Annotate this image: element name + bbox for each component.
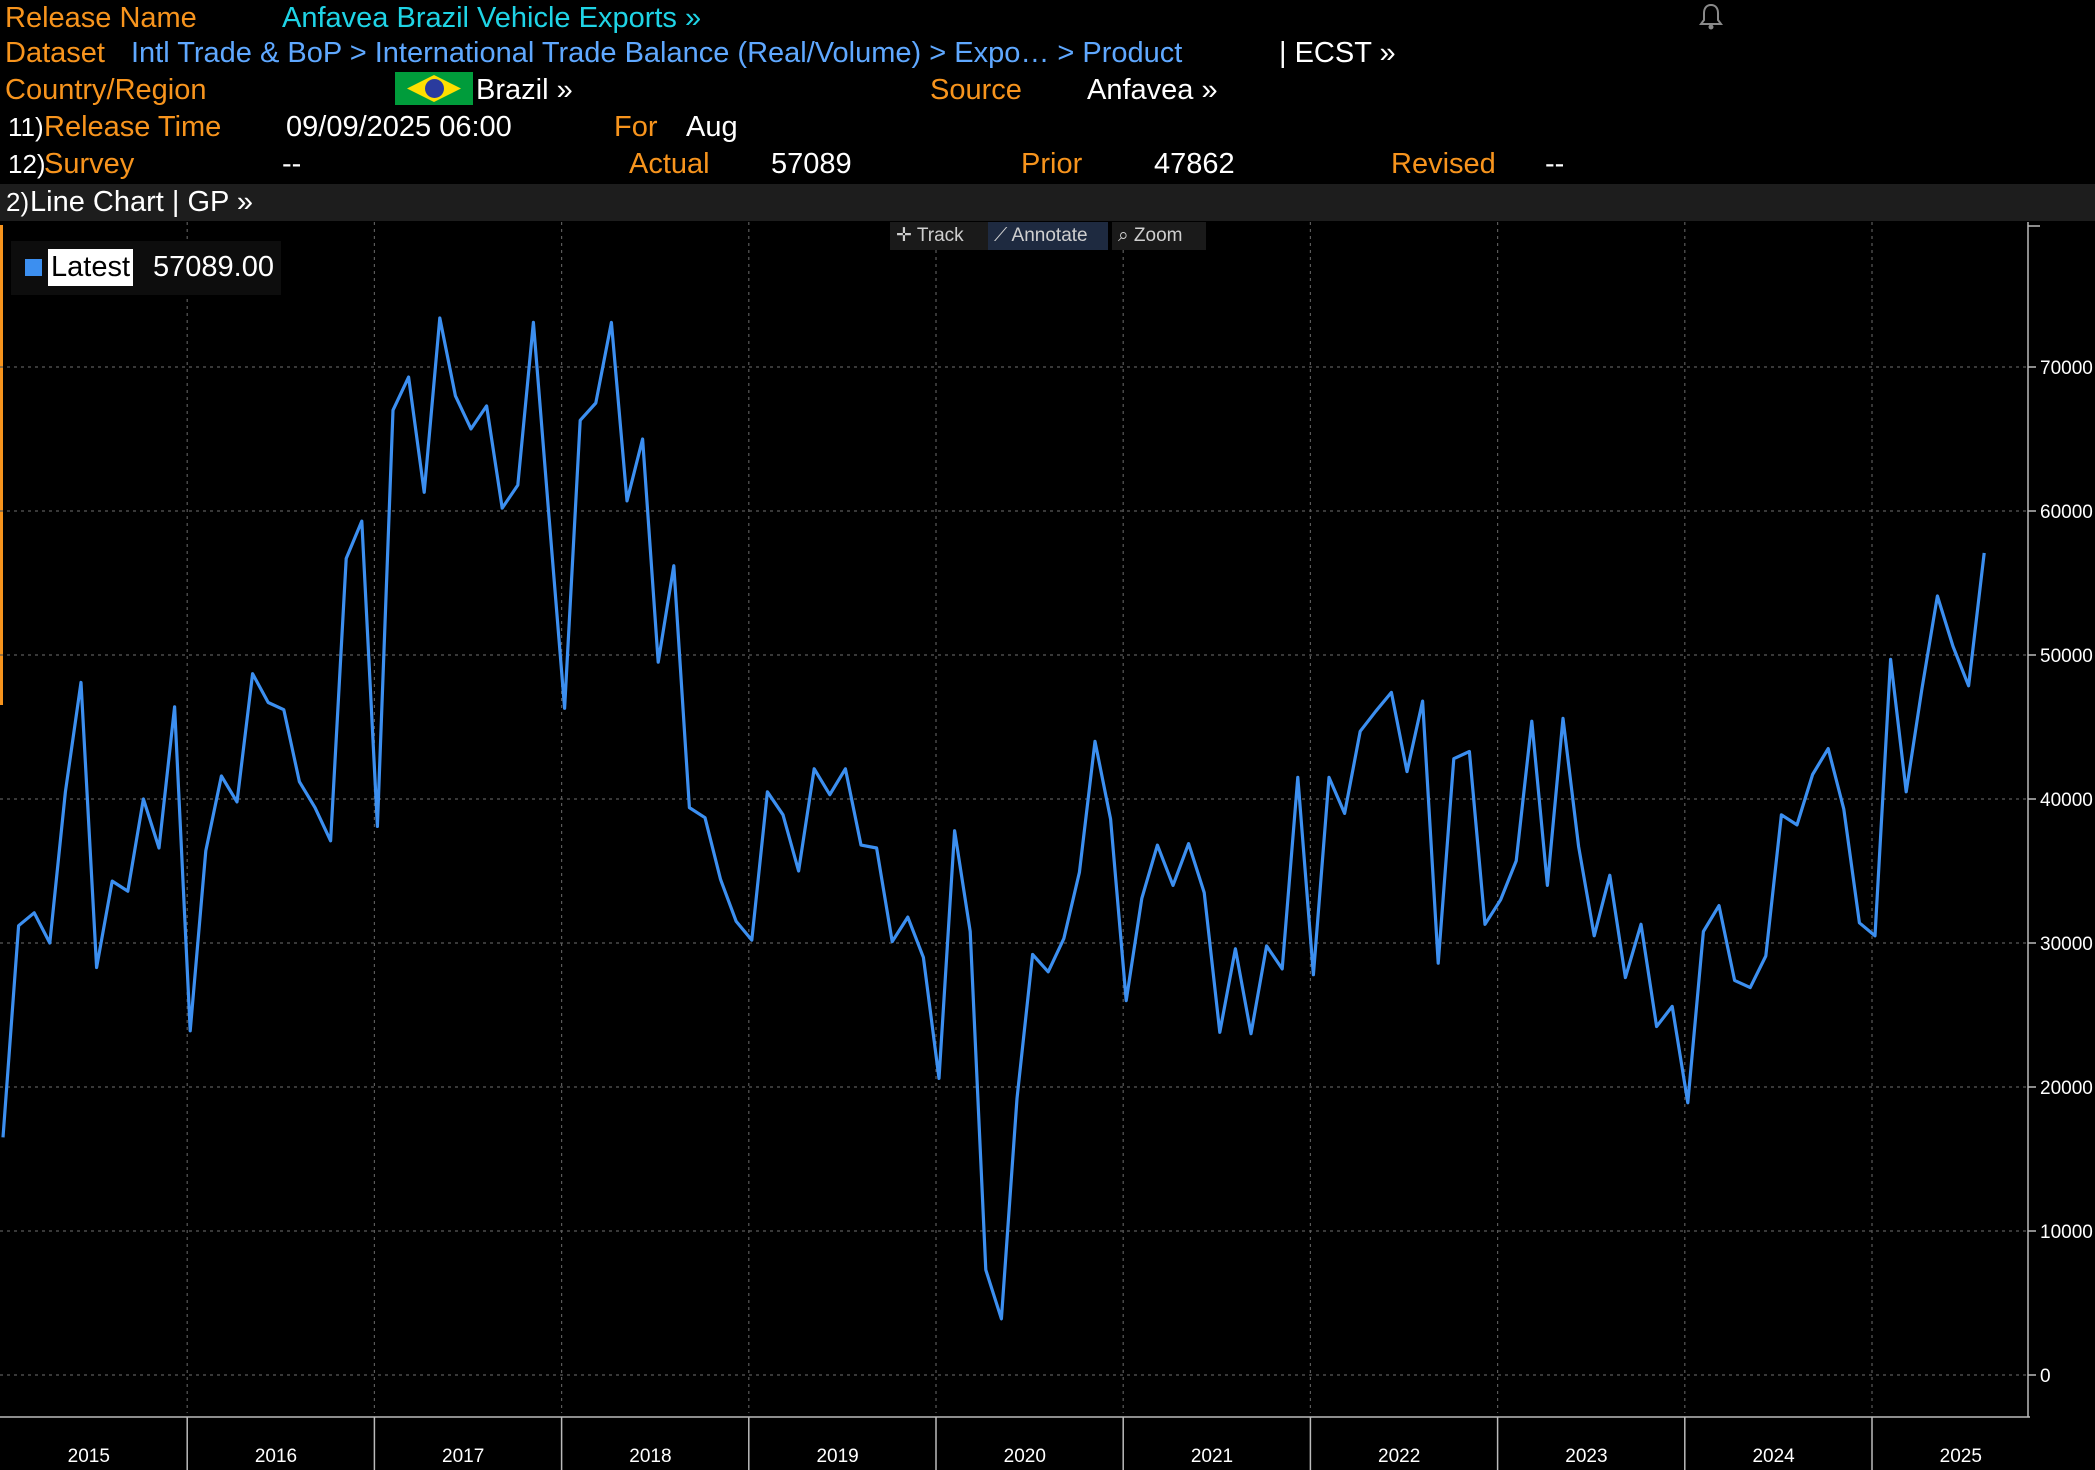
legend-value: 57089.00 bbox=[153, 251, 274, 283]
release-name-label: Release Name bbox=[5, 2, 197, 34]
x-tick-label: 2016 bbox=[255, 1446, 297, 1467]
revised-value: -- bbox=[1545, 148, 1565, 180]
x-tick-label: 2022 bbox=[1378, 1446, 1420, 1467]
crosshair-icon: ✛ bbox=[896, 225, 912, 246]
chart-title-bar: 2) Line Chart | GP » bbox=[0, 184, 2095, 221]
prior-label: Prior bbox=[1021, 148, 1083, 180]
release-name-link[interactable]: Anfavea Brazil Vehicle Exports » bbox=[282, 2, 702, 34]
x-tick-label: 2020 bbox=[1004, 1446, 1046, 1467]
legend-label: Latest bbox=[48, 249, 133, 286]
source-link[interactable]: Anfavea » bbox=[1087, 74, 1218, 106]
chart-grid bbox=[0, 222, 2028, 1413]
y-tick-label: 50000 bbox=[2040, 646, 2093, 667]
legend-swatch bbox=[25, 259, 42, 276]
y-tick-label: 60000 bbox=[2040, 502, 2093, 523]
chart-legend[interactable]: Latest 57089.00 bbox=[11, 241, 281, 295]
country-link[interactable]: Brazil » bbox=[476, 74, 573, 106]
y-tick-label: 20000 bbox=[2040, 1078, 2093, 1099]
country-label: Country/Region bbox=[5, 74, 207, 106]
annotate-button[interactable]: ⟋ Annotate bbox=[988, 222, 1108, 250]
dataset-breadcrumb[interactable]: Intl Trade & BoP > International Trade B… bbox=[131, 37, 1183, 69]
x-axis: 2015 2016 2017 2018 2019 2020 2021 2022 2023 2024… bbox=[0, 1416, 2030, 1470]
x-tick-label: 2019 bbox=[816, 1446, 858, 1467]
release-time-label[interactable]: Release Time bbox=[44, 111, 222, 143]
survey-value: -- bbox=[282, 148, 302, 180]
x-tick-label: 2023 bbox=[1565, 1446, 1607, 1467]
dataset-label: Dataset bbox=[5, 37, 105, 69]
dataset-row: Dataset Intl Trade & BoP > International… bbox=[0, 35, 2095, 72]
survey-number: 12) bbox=[8, 149, 46, 179]
x-tick-label: 2025 bbox=[1940, 1446, 1982, 1467]
dataset-ticker[interactable]: | ECST » bbox=[1279, 37, 1396, 69]
x-tick-label: 2024 bbox=[1752, 1446, 1795, 1467]
brazil-flag-icon bbox=[395, 72, 473, 105]
x-tick-label: 2017 bbox=[442, 1446, 484, 1467]
release-time-value: 09/09/2025 06:00 bbox=[286, 111, 512, 143]
release-time-number: 11) bbox=[8, 112, 44, 142]
x-tick-label: 2018 bbox=[629, 1446, 671, 1467]
bell-icon[interactable] bbox=[1696, 2, 1726, 32]
chart-bar-number: 2) bbox=[6, 187, 30, 217]
y-tick-label: 30000 bbox=[2040, 934, 2093, 955]
y-tick-label: 10000 bbox=[2040, 1222, 2093, 1243]
x-tick-label: 2021 bbox=[1191, 1446, 1233, 1467]
series-line-latest bbox=[1, 316, 1986, 1321]
y-tick-label: 0 bbox=[2040, 1366, 2051, 1387]
survey-label[interactable]: Survey bbox=[44, 148, 135, 180]
for-label: For bbox=[614, 111, 658, 143]
actual-value: 57089 bbox=[771, 148, 852, 180]
y-axis: 0 10000 20000 30000 40000 50000 60000 70000 bbox=[2027, 222, 2093, 1417]
pencil-icon: ⟋ bbox=[994, 225, 1008, 246]
for-value: Aug bbox=[686, 111, 738, 143]
plot-area bbox=[1, 316, 1986, 1321]
track-button[interactable]: ✛ Track bbox=[890, 222, 1002, 250]
country-row: Country/Region Brazil » Source Anfavea » bbox=[0, 72, 2095, 109]
survey-row: 12) Survey -- Actual 57089 Prior 47862 R… bbox=[0, 146, 2095, 183]
annotate-label: Annotate bbox=[1011, 225, 1088, 246]
y-tick-label: 70000 bbox=[2040, 358, 2093, 379]
selection-indicator bbox=[0, 225, 3, 705]
magnifier-icon: ⌕ bbox=[1118, 225, 1129, 246]
x-tick-label: 2015 bbox=[68, 1446, 110, 1467]
release-name-row: Release Name Anfavea Brazil Vehicle Expo… bbox=[0, 0, 2095, 37]
y-tick-label: 40000 bbox=[2040, 790, 2093, 811]
zoom-label: Zoom bbox=[1133, 225, 1183, 246]
source-label: Source bbox=[930, 74, 1022, 106]
revised-label: Revised bbox=[1391, 148, 1496, 180]
release-time-row: 11) Release Time 09/09/2025 06:00 For Au… bbox=[0, 109, 2095, 146]
track-label: Track bbox=[916, 225, 964, 246]
chart-type-menu[interactable]: Line Chart | GP » bbox=[30, 186, 254, 218]
actual-label: Actual bbox=[629, 148, 710, 180]
zoom-button[interactable]: ⌕ Zoom bbox=[1112, 222, 1206, 250]
prior-value: 47862 bbox=[1154, 148, 1235, 180]
